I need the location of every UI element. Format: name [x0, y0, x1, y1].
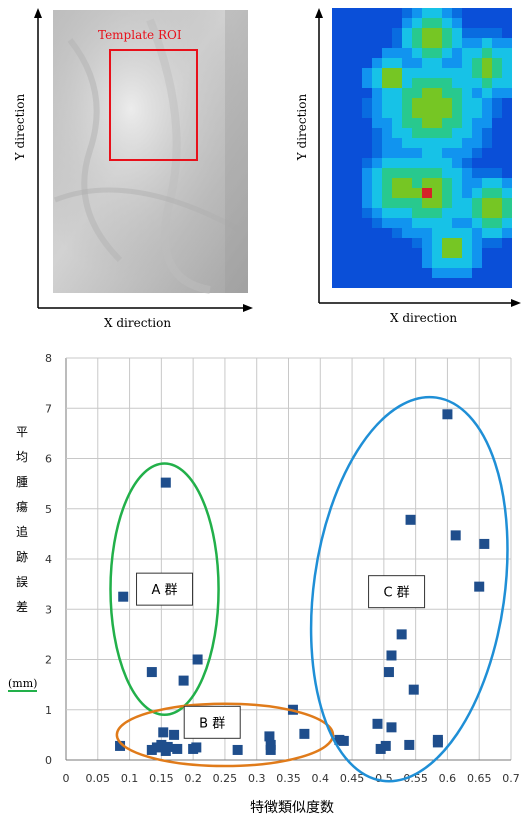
x-tick-label: 0.25 — [213, 772, 238, 785]
y-title-char: 誤 — [15, 575, 28, 589]
y-title-char: 差 — [15, 600, 28, 614]
group-label: C 群 — [383, 586, 409, 601]
right-y-label: Y direction — [295, 93, 309, 161]
x-tick-label: 0.6 — [439, 772, 457, 785]
right-y-arrow — [315, 8, 323, 18]
data-point — [299, 728, 310, 739]
data-point — [432, 737, 443, 748]
left-figure: Template ROI X direction Y direction — [0, 0, 262, 340]
data-point — [338, 735, 349, 746]
x-tick-label: 0.35 — [276, 772, 301, 785]
heatmap — [332, 8, 512, 288]
y-tick-label: 5 — [45, 503, 52, 516]
x-tick-label: 0.4 — [312, 772, 330, 785]
x-tick-label: 0.65 — [467, 772, 492, 785]
left-y-arrow — [34, 8, 42, 18]
group-label-box — [368, 575, 426, 609]
y-tick-label: 6 — [45, 453, 52, 466]
data-point — [118, 591, 129, 602]
left-figure-canvas — [34, 8, 253, 312]
right-x-arrow — [511, 299, 521, 307]
group-ellipse — [309, 395, 509, 783]
data-point — [264, 731, 275, 742]
data-point — [386, 722, 397, 733]
y-tick-label: 8 — [45, 352, 52, 365]
x-tick-label: 0.45 — [340, 772, 365, 785]
data-point — [115, 740, 126, 751]
y-tick-label: 7 — [45, 402, 52, 415]
data-point — [146, 744, 157, 755]
data-point — [169, 729, 180, 740]
group-label-box — [136, 572, 194, 606]
data-point — [160, 477, 171, 488]
x-tick-label: 0.15 — [149, 772, 174, 785]
data-point — [442, 409, 453, 420]
scatter-chart: 0 0.05 0.1 0.15 0.2 0.25 0.3 0.35 0.4 0.45 0.5 0.55… — [0, 340, 523, 818]
data-point — [380, 740, 391, 751]
data-point — [408, 684, 419, 695]
left-x-label: X direction — [104, 316, 172, 330]
data-point — [265, 744, 276, 755]
data-point — [265, 739, 276, 750]
y-title-char: 追 — [15, 525, 28, 539]
data-point — [232, 744, 243, 755]
data-point — [405, 514, 416, 525]
y-tick-label: 2 — [45, 654, 52, 667]
right-x-label: X direction — [390, 311, 458, 325]
data-point — [162, 741, 173, 752]
data-point — [474, 581, 485, 592]
data-point — [386, 650, 397, 661]
group-label: B 群 — [199, 716, 225, 731]
x-tick-label: 0 — [63, 772, 70, 785]
data-point — [158, 727, 169, 738]
x-tick-label: 0.7 — [502, 772, 520, 785]
y-axis-title: 平 均 腫 瘍 追 跡 誤 差 — [12, 420, 32, 620]
x-tick-label: 0.1 — [121, 772, 139, 785]
group-ellipse — [115, 702, 335, 768]
template-roi-label: Template ROI — [98, 28, 182, 42]
x-tick-label: 0.5 — [375, 772, 393, 785]
y-tick-label: 0 — [45, 754, 52, 767]
data-point — [375, 743, 386, 754]
data-point — [404, 739, 415, 750]
data-point — [479, 538, 490, 549]
y-title-char: 均 — [15, 450, 28, 464]
x-tick-label: 0.05 — [86, 772, 111, 785]
y-title-char: 跡 — [15, 550, 28, 564]
y-tick-label: 4 — [45, 553, 52, 566]
x-tick-label: 0.55 — [403, 772, 428, 785]
y-title-char: 平 — [15, 425, 28, 439]
y-title-char: 瘍 — [15, 500, 28, 514]
left-y-label: Y direction — [13, 93, 27, 161]
data-point — [383, 667, 394, 678]
x-axis-title: 特徴類似度数 — [250, 800, 334, 816]
left-x-arrow — [243, 304, 253, 312]
data-point — [146, 667, 157, 678]
template-roi-box — [109, 49, 198, 161]
right-figure: X direction Y direction — [262, 0, 523, 340]
group-label-box — [183, 705, 241, 739]
data-point — [191, 742, 202, 753]
group-label: A 群 — [152, 583, 178, 598]
data-point — [156, 739, 167, 750]
y-tick-label: 1 — [45, 704, 52, 717]
data-point — [372, 718, 383, 729]
data-point — [178, 675, 189, 686]
y-axis-unit: (mm) — [8, 677, 38, 692]
right-figure-canvas — [315, 8, 521, 307]
y-tick-label: 3 — [45, 603, 52, 616]
data-point — [172, 743, 183, 754]
x-tick-label: 0.3 — [248, 772, 266, 785]
x-tick-label: 0.2 — [184, 772, 202, 785]
data-point — [450, 530, 461, 541]
y-title-char: 腫 — [15, 475, 28, 489]
data-point — [192, 654, 203, 665]
data-point — [396, 629, 407, 640]
scatter-plot: 0 0.05 0.1 0.15 0.2 0.25 0.3 0.35 0.4 0.45 0.5 0.55… — [45, 352, 520, 785]
group-ellipse — [109, 462, 220, 717]
